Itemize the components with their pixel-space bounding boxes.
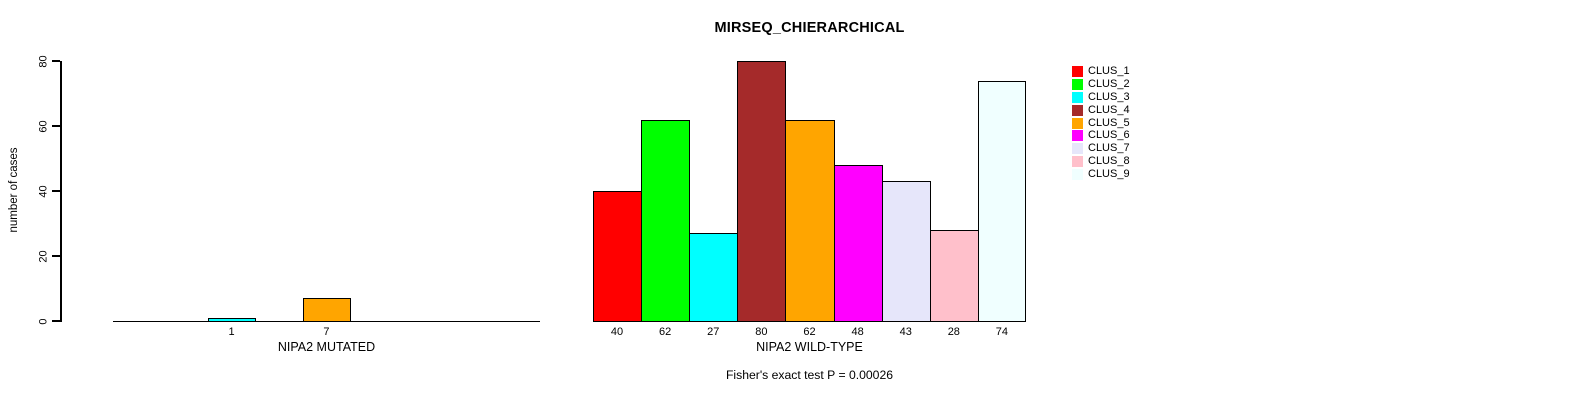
bar-value-label: 80 <box>755 326 768 338</box>
chart-title: MIRSEQ_CHIERARCHICAL <box>714 20 905 36</box>
bar-clus_3-wild-type <box>689 233 739 322</box>
bar-clus_2-wild-type <box>641 119 691 322</box>
bar-clus_3-mutated <box>207 317 257 322</box>
legend-item-label: CLUS_2 <box>1088 77 1130 90</box>
legend-item: CLUS_3 <box>1072 91 1130 104</box>
y-axis-tick-label: 20 <box>37 249 50 263</box>
bar-value-label: 62 <box>803 326 816 338</box>
legend-item-label: CLUS_3 <box>1088 90 1130 103</box>
fisher-test-annotation: Fisher's exact test P = 0.00026 <box>725 368 894 382</box>
legend-swatch-clus_4 <box>1072 104 1083 116</box>
y-axis-tick <box>52 255 60 257</box>
legend-swatch-clus_9 <box>1072 169 1083 181</box>
bar-value-label: 62 <box>659 326 672 338</box>
bar-value-label: 43 <box>899 326 912 338</box>
legend-item-label: CLUS_7 <box>1088 142 1130 155</box>
legend-swatch-clus_8 <box>1072 156 1083 168</box>
legend: CLUS_1 CLUS_2 CLUS_3 CLUS_4 CLUS_5 CLUS_6 CLUS… <box>1072 65 1130 181</box>
legend-item-label: CLUS_4 <box>1088 103 1130 116</box>
bar-clus_6-wild-type <box>833 165 883 322</box>
legend-item: CLUS_9 <box>1072 168 1130 181</box>
bar-value-label: 1 <box>228 326 235 338</box>
bar-clus_4-wild-type <box>737 61 787 322</box>
legend-swatch-clus_6 <box>1072 130 1083 142</box>
bar-value-label: 48 <box>851 326 864 338</box>
y-axis-tick-label: 80 <box>37 54 50 68</box>
bar-clus_7-wild-type <box>881 181 931 322</box>
bar-value-label: 28 <box>947 326 960 338</box>
y-axis-tick-label: 0 <box>37 317 50 325</box>
y-axis-tick <box>52 60 60 62</box>
legend-item: CLUS_1 <box>1072 65 1130 78</box>
legend-item: CLUS_2 <box>1072 78 1130 91</box>
bar-clus_8-wild-type <box>929 230 979 322</box>
legend-swatch-clus_7 <box>1072 143 1083 155</box>
x-axis-label-nipa2-mutated: NIPA2 MUTATED <box>277 340 376 354</box>
legend-item: CLUS_6 <box>1072 129 1130 142</box>
legend-swatch-clus_5 <box>1072 117 1083 129</box>
y-axis-title: number of cases <box>8 147 20 233</box>
legend-item: CLUS_7 <box>1072 142 1130 155</box>
legend-item: CLUS_4 <box>1072 104 1130 117</box>
legend-swatch-clus_3 <box>1072 91 1083 103</box>
y-axis-tick <box>52 125 60 127</box>
bar-value-label: 74 <box>995 326 1009 338</box>
bar-clus_5-wild-type <box>785 119 835 322</box>
y-axis-tick <box>52 190 60 192</box>
y-axis-tick-label: 60 <box>37 119 50 133</box>
bar-clus_9-wild-type <box>977 80 1026 322</box>
legend-item-label: CLUS_5 <box>1088 116 1130 129</box>
legend-item-label: CLUS_8 <box>1088 155 1130 168</box>
legend-swatch-clus_1 <box>1072 65 1083 77</box>
y-axis-tick <box>52 320 60 322</box>
legend-item-label: CLUS_6 <box>1088 129 1130 142</box>
bar-clus_5-mutated <box>302 298 352 322</box>
legend-item: CLUS_5 <box>1072 117 1130 130</box>
bar-clus_1-wild-type <box>593 191 643 322</box>
x-axis-label-nipa2-wild-type: NIPA2 WILD-TYPE <box>756 340 863 354</box>
bar-value-label: 27 <box>707 326 720 338</box>
bar-value-label: 7 <box>323 326 330 338</box>
y-axis-line <box>60 61 62 322</box>
legend-swatch-clus_2 <box>1072 78 1083 90</box>
bar-value-label: 40 <box>610 326 624 338</box>
legend-item: CLUS_8 <box>1072 155 1130 168</box>
legend-item-label: CLUS_9 <box>1088 168 1130 181</box>
legend-item-label: CLUS_1 <box>1088 65 1130 77</box>
y-axis-tick-label: 40 <box>37 184 50 198</box>
